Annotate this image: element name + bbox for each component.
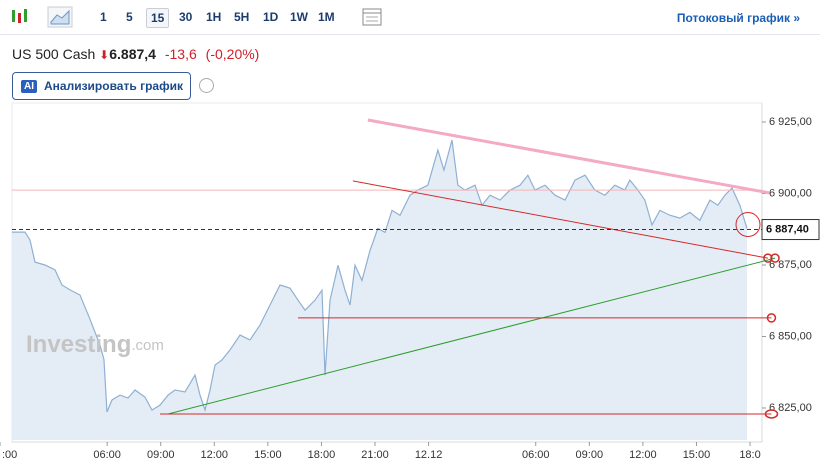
x-tick-label: 18:00 [308, 449, 336, 461]
change-pct: (-0,20%) [205, 46, 260, 62]
trend-line [367, 118, 770, 195]
x-tick-label: 06:00 [93, 449, 121, 461]
change: -13,6 [164, 46, 197, 62]
y-tick-label: 6 900,00 [769, 187, 812, 199]
price-label: 6 887,40 [766, 223, 809, 235]
watermark: Investing.com [26, 331, 164, 358]
instrument: US 500 Cash [12, 46, 96, 62]
analyze-button[interactable]: AI Анализировать график [12, 72, 191, 100]
handle [763, 253, 773, 263]
y-tick-label: 6 925,00 [769, 116, 812, 128]
candle-icon[interactable] [6, 0, 46, 34]
interval-button[interactable]: 1M [318, 10, 335, 24]
y-tick-label: 6 850,00 [769, 330, 812, 342]
stream-link[interactable]: Потоковый график » [676, 11, 800, 25]
y-tick-label: 6 875,00 [769, 259, 812, 271]
x-tick-label: 15:00 [683, 449, 711, 461]
handle [764, 409, 779, 419]
x-tick-label: :00 [2, 449, 17, 461]
interval-button[interactable]: 5H [234, 10, 250, 24]
trend-line [352, 180, 768, 259]
price-area [11, 140, 747, 441]
x-tick-label: 12:00 [629, 449, 657, 461]
x-tick-label: 09:00 [576, 449, 604, 461]
toolbar: 1 5 15 30 1H 5H 1D 1W 1M Потоковый график » [0, 0, 820, 35]
info-icon[interactable] [199, 78, 214, 93]
price-label-box [761, 219, 820, 241]
interval-button[interactable]: 15 [146, 8, 170, 28]
highlight-circle [735, 212, 761, 238]
x-tick-label: 12.12 [415, 449, 443, 461]
interval-button[interactable]: 1H [206, 10, 222, 24]
handle [770, 253, 780, 263]
price-line [11, 139, 748, 413]
x-tick-label: 12:00 [201, 449, 229, 461]
area-icon[interactable] [46, 0, 76, 34]
interval-button[interactable]: 5 [126, 10, 133, 24]
price: 6.887,4 [109, 46, 156, 62]
interval-button[interactable]: 30 [179, 10, 193, 24]
x-tick-label: 21:00 [361, 449, 389, 461]
down-arrow: ⬇ [99, 48, 110, 62]
handle [766, 313, 777, 323]
y-tick-label: 6 825,00 [769, 402, 812, 414]
ai-badge: AI [21, 79, 37, 93]
x-tick-label: 06:00 [522, 449, 550, 461]
interval-button[interactable]: 1W [290, 10, 308, 24]
table-icon[interactable] [360, 0, 384, 34]
interval-button[interactable]: 1D [263, 10, 279, 24]
plot-frame [11, 102, 763, 443]
x-tick-label: 18:0 [739, 449, 760, 461]
trend-line [167, 257, 776, 415]
quote: US 500 Cash ⬇6.887,4 -13,6 (-0,20%) [12, 46, 259, 62]
analyze-label: Анализировать график [44, 79, 183, 93]
x-tick-label: 15:00 [254, 449, 282, 461]
interval-button[interactable]: 1 [100, 10, 107, 24]
x-tick-label: 09:00 [147, 449, 175, 461]
